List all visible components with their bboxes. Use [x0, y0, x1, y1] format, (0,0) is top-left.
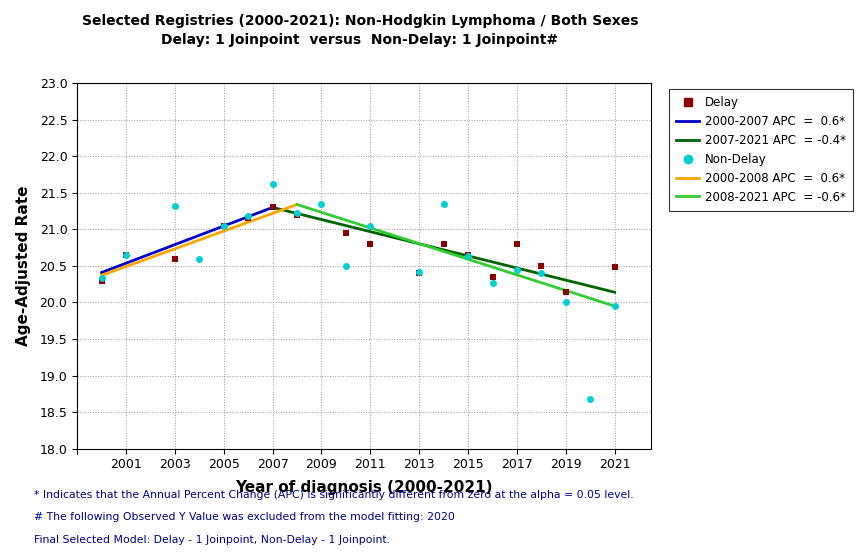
Point: [412, 269, 426, 278]
Point: [363, 239, 377, 248]
Point: [242, 214, 255, 223]
Point: [193, 254, 207, 263]
Point: [266, 179, 279, 188]
Point: [584, 394, 597, 403]
Point: [461, 252, 475, 261]
Point: [461, 250, 475, 259]
Point: [315, 199, 328, 208]
Text: Final Selected Model: Delay - 1 Joinpoint, Non-Delay - 1 Joinpoint.: Final Selected Model: Delay - 1 Joinpoin…: [34, 535, 390, 545]
Text: Delay: 1 Joinpoint  versus  Non-Delay: 1 Joinpoint#: Delay: 1 Joinpoint versus Non-Delay: 1 J…: [161, 33, 559, 47]
Point: [486, 273, 500, 281]
Point: [510, 239, 524, 248]
Point: [608, 302, 621, 311]
Point: [339, 261, 353, 270]
Point: [559, 298, 572, 307]
Point: [217, 221, 231, 230]
Point: [168, 202, 182, 211]
Point: [559, 287, 572, 296]
Point: [291, 211, 304, 219]
Point: [291, 209, 304, 218]
Point: [339, 229, 353, 238]
Point: [95, 274, 109, 283]
Point: [412, 268, 426, 276]
Legend: Delay, 2000-2007 APC  =  0.6*, 2007-2021 APC  = -0.4*, Non-Delay, 2000-2008 APC : Delay, 2000-2007 APC = 0.6*, 2007-2021 A…: [668, 89, 854, 211]
Point: [535, 261, 548, 270]
Point: [119, 250, 133, 259]
Point: [168, 254, 182, 263]
X-axis label: Year of diagnosis (2000-2021): Year of diagnosis (2000-2021): [236, 480, 493, 495]
Point: [363, 221, 377, 230]
Point: [510, 265, 524, 274]
Point: [437, 199, 451, 208]
Text: # The following Observed Y Value was excluded from the model fitting: 2020: # The following Observed Y Value was exc…: [34, 512, 455, 522]
Text: * Indicates that the Annual Percent Change (APC) is significantly different from: * Indicates that the Annual Percent Chan…: [34, 490, 634, 500]
Y-axis label: Age-Adjusted Rate: Age-Adjusted Rate: [16, 186, 31, 346]
Point: [437, 239, 451, 248]
Point: [608, 263, 621, 272]
Point: [535, 269, 548, 278]
Point: [242, 212, 255, 220]
Point: [95, 276, 109, 285]
Point: [486, 279, 500, 288]
Point: [266, 203, 279, 212]
Text: Selected Registries (2000-2021): Non-Hodgkin Lymphoma / Both Sexes: Selected Registries (2000-2021): Non-Hod…: [81, 14, 638, 28]
Point: [119, 250, 133, 259]
Point: [217, 221, 231, 230]
